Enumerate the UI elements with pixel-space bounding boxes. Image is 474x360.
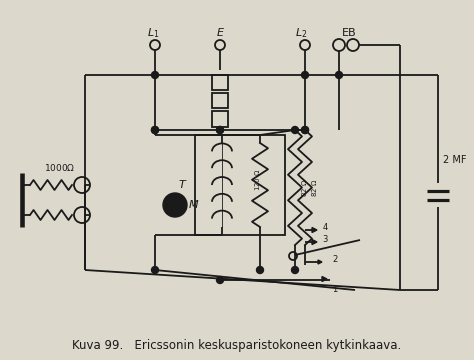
Circle shape bbox=[152, 126, 158, 134]
Polygon shape bbox=[322, 276, 327, 282]
Circle shape bbox=[336, 72, 343, 78]
Circle shape bbox=[301, 126, 309, 134]
Circle shape bbox=[152, 72, 158, 78]
Text: EB: EB bbox=[342, 28, 356, 38]
Text: $L_1$: $L_1$ bbox=[147, 26, 159, 40]
Circle shape bbox=[217, 276, 224, 284]
Circle shape bbox=[256, 266, 264, 274]
Text: 2: 2 bbox=[332, 255, 337, 264]
Bar bbox=[212, 93, 228, 108]
Polygon shape bbox=[312, 239, 317, 244]
Text: T: T bbox=[178, 180, 185, 190]
Bar bbox=[195, 135, 285, 235]
Circle shape bbox=[301, 126, 309, 134]
Text: E: E bbox=[217, 28, 224, 38]
Text: 1: 1 bbox=[332, 285, 337, 294]
Circle shape bbox=[163, 193, 187, 217]
Circle shape bbox=[292, 266, 299, 274]
Circle shape bbox=[217, 126, 224, 134]
Circle shape bbox=[152, 266, 158, 274]
Text: 3: 3 bbox=[322, 234, 328, 243]
Text: 1000$\Omega$: 1000$\Omega$ bbox=[45, 162, 76, 172]
Text: M: M bbox=[189, 200, 199, 210]
Text: Kuva 99.   Ericssonin keskusparistokoneen kytkinkaava.: Kuva 99. Ericssonin keskusparistokoneen … bbox=[73, 338, 401, 351]
Bar bbox=[212, 75, 228, 90]
Text: 120 $\Omega$: 120 $\Omega$ bbox=[254, 169, 263, 191]
Text: 2 MF: 2 MF bbox=[443, 155, 466, 165]
Text: 4: 4 bbox=[322, 222, 328, 231]
Polygon shape bbox=[312, 228, 317, 233]
Text: 82 $\Omega$: 82 $\Omega$ bbox=[310, 179, 319, 197]
Text: 82 $\Omega$: 82 $\Omega$ bbox=[301, 179, 310, 197]
Circle shape bbox=[301, 72, 309, 78]
Polygon shape bbox=[318, 260, 322, 264]
Bar bbox=[212, 111, 228, 126]
Circle shape bbox=[152, 126, 158, 134]
Circle shape bbox=[217, 126, 224, 134]
Circle shape bbox=[292, 126, 299, 134]
Text: $L_2$: $L_2$ bbox=[295, 26, 307, 40]
